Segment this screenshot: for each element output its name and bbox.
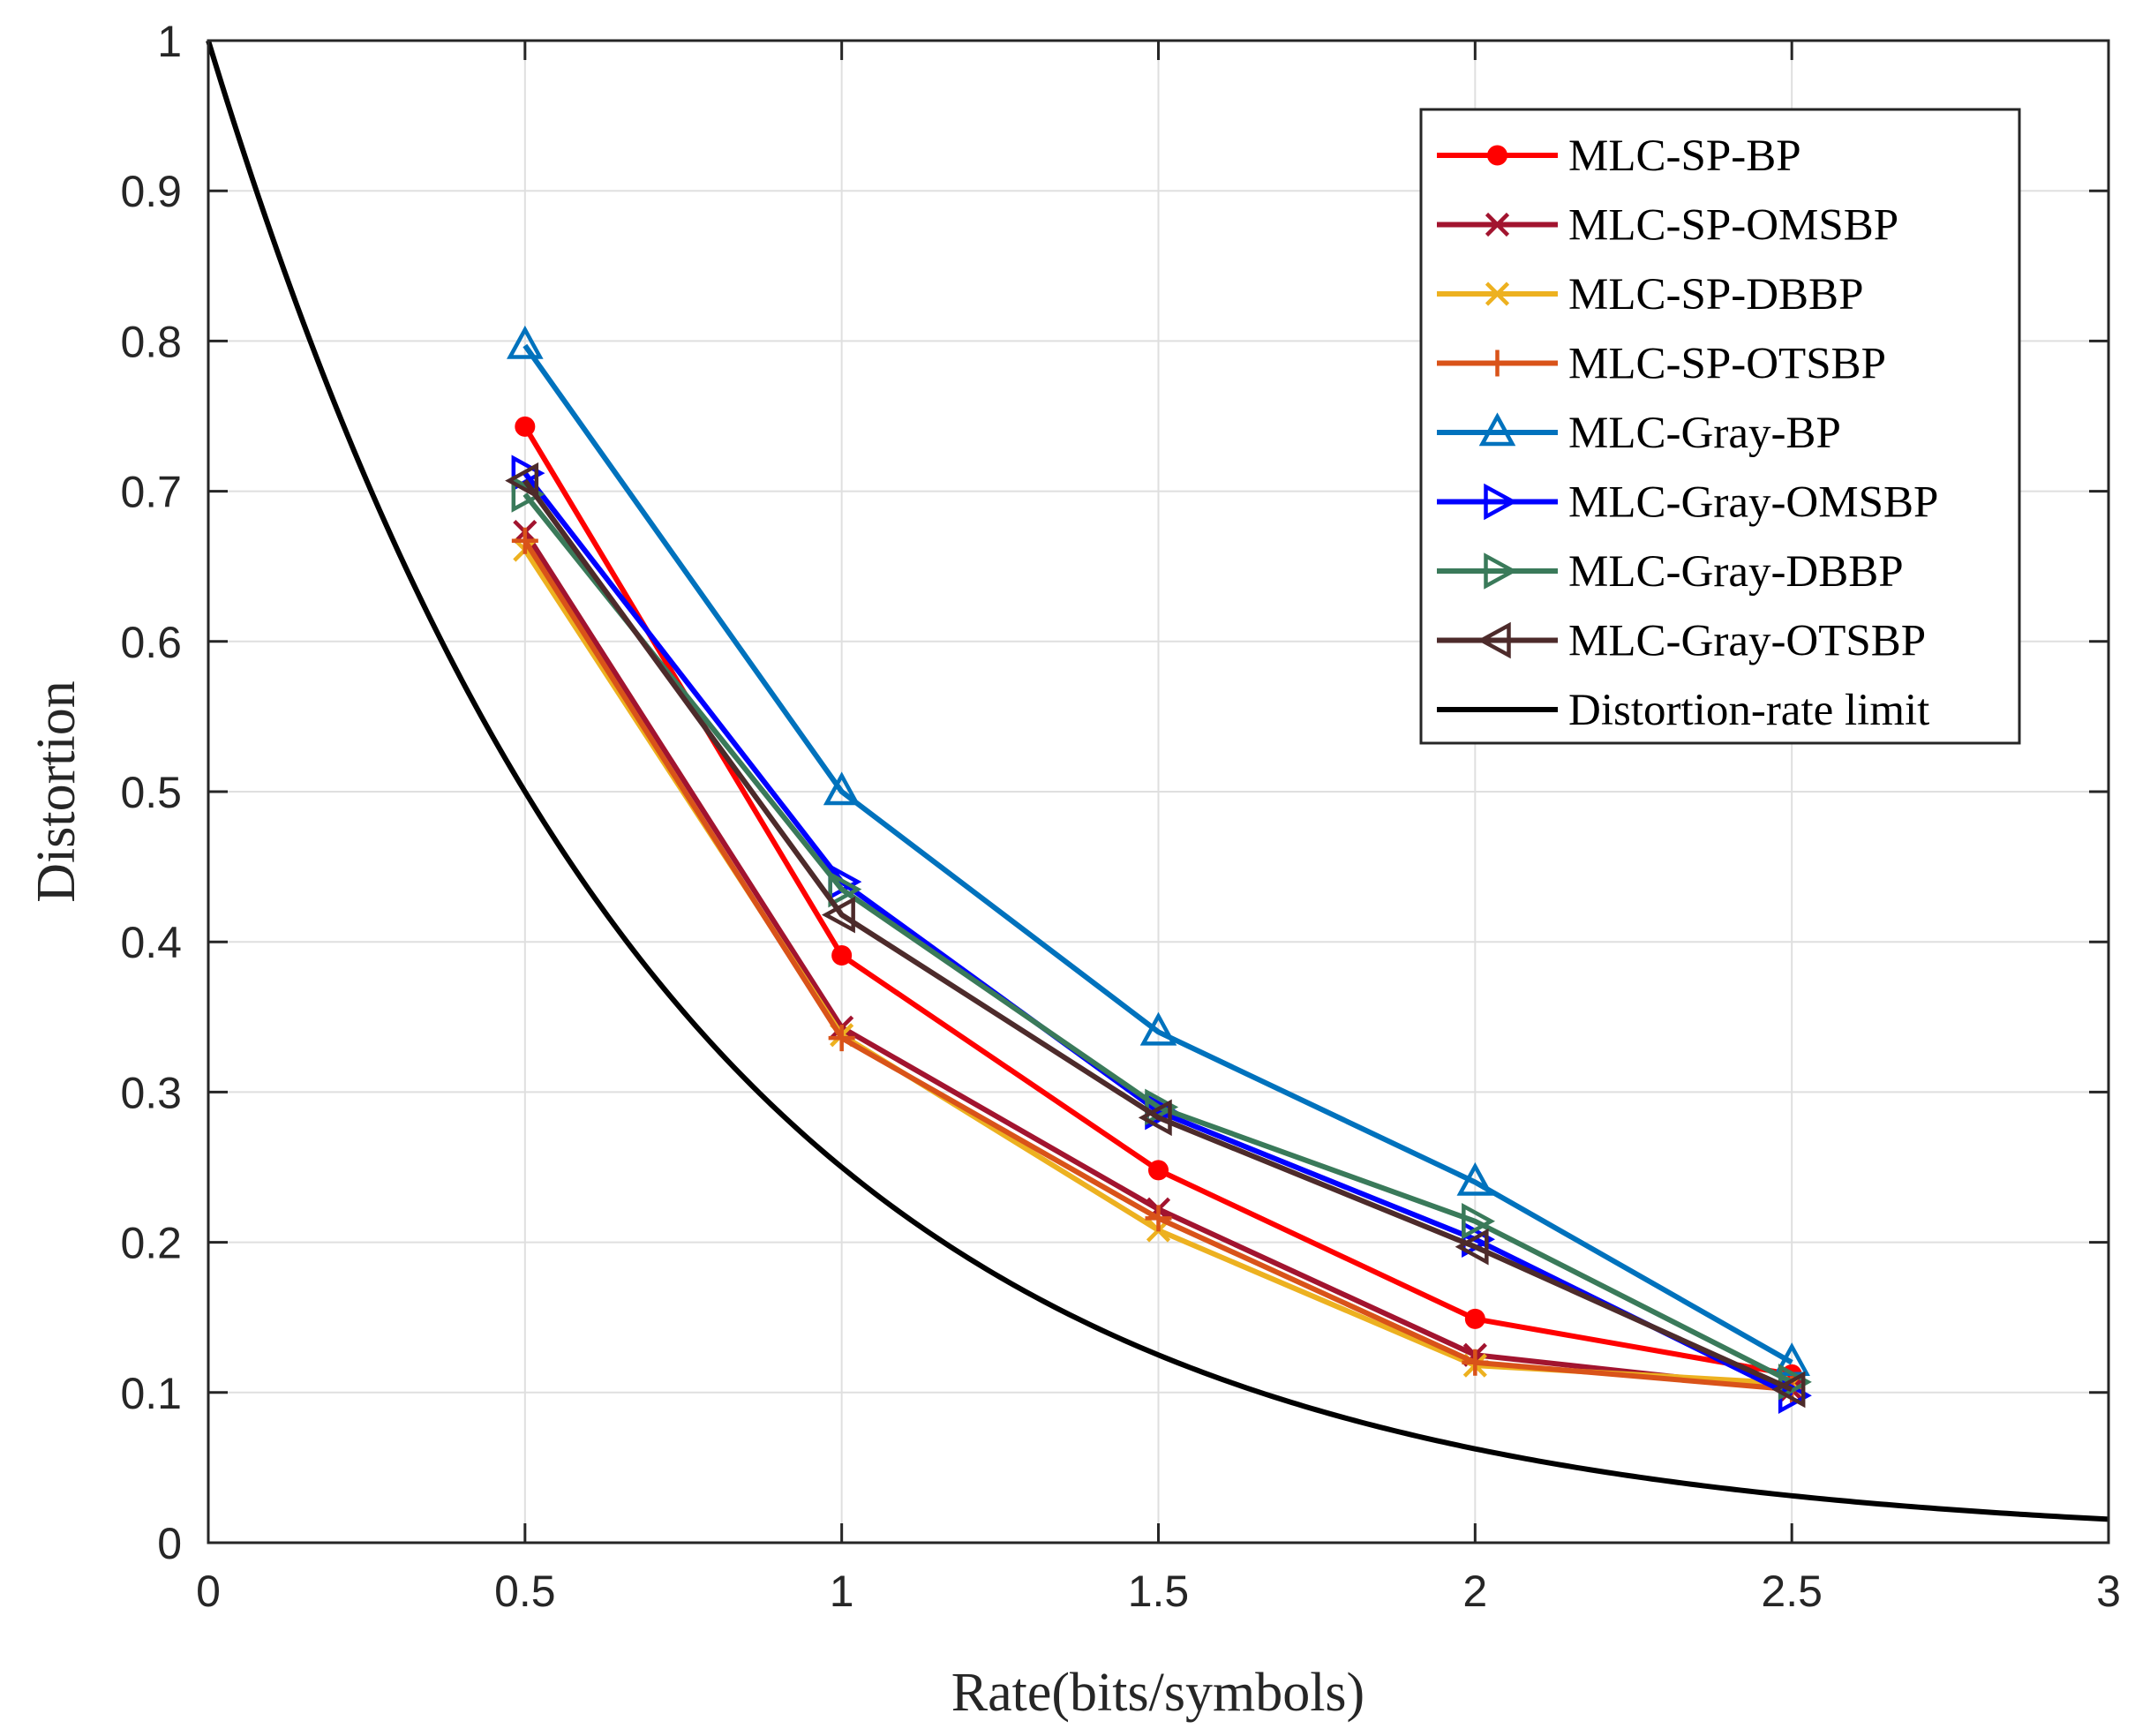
y-tick-label: 0 bbox=[157, 1519, 182, 1568]
legend-label: MLC-Gray-DBBP bbox=[1568, 547, 1904, 597]
series-line bbox=[522, 478, 1793, 1393]
legend-label: Distortion-rate limit bbox=[1568, 686, 1929, 735]
legend-marker bbox=[1487, 145, 1507, 166]
legend-label: MLC-SP-OTSBP bbox=[1568, 340, 1886, 389]
y-tick-label: 0.2 bbox=[120, 1219, 182, 1268]
y-tick-label: 0.6 bbox=[120, 618, 182, 667]
legend-item: MLC-Gray-BP bbox=[1437, 409, 1841, 458]
distortion-rate-limit-curve bbox=[206, 40, 2109, 1522]
y-tick-label: 1 bbox=[157, 17, 182, 66]
data-point bbox=[1771, 1371, 1806, 1409]
x-tick-label: 0 bbox=[196, 1567, 221, 1616]
data-point bbox=[515, 416, 536, 437]
y-tick-label: 0.4 bbox=[120, 918, 182, 967]
legend-item: MLC-SP-OTSBP bbox=[1437, 340, 1886, 389]
data-point bbox=[823, 771, 861, 806]
y-tick-label: 0.9 bbox=[120, 167, 182, 216]
data-point bbox=[1139, 1011, 1177, 1046]
legend-marker bbox=[1478, 412, 1516, 447]
series-line bbox=[522, 471, 1793, 1398]
legend-marker bbox=[1477, 621, 1511, 659]
legend-item: MLC-SP-DBBP bbox=[1437, 270, 1863, 319]
data-point bbox=[821, 896, 855, 934]
data-point bbox=[828, 870, 862, 908]
legend-item: Distortion-rate limit bbox=[1437, 686, 1929, 735]
x-tick-label: 0.5 bbox=[494, 1567, 556, 1616]
y-tick-label: 0.3 bbox=[120, 1068, 182, 1117]
series-line bbox=[522, 343, 1793, 1365]
data-point bbox=[1145, 1088, 1179, 1126]
x-tick-label: 1 bbox=[830, 1567, 854, 1616]
data-point bbox=[1462, 1202, 1496, 1240]
legend-marker bbox=[1484, 483, 1518, 521]
legend-item: MLC-Gray-DBBP bbox=[1437, 547, 1904, 597]
data-point bbox=[1455, 1228, 1489, 1266]
legend-label: MLC-SP-DBBP bbox=[1568, 270, 1863, 319]
data-point bbox=[831, 945, 853, 966]
data-point bbox=[1464, 1308, 1485, 1329]
x-tick-label: 1.5 bbox=[1128, 1567, 1190, 1616]
y-tick-label: 0.7 bbox=[120, 468, 182, 517]
data-point bbox=[1462, 1349, 1489, 1376]
legend: MLC-SP-BP MLC-SP-OMSBP MLC-SP-DBBP MLC-SP-O… bbox=[1419, 108, 2021, 745]
y-tick-label: 0.5 bbox=[120, 768, 182, 817]
legend-marker bbox=[1484, 349, 1511, 377]
plot-content bbox=[206, 40, 2109, 1522]
legend-marker bbox=[1485, 282, 1510, 306]
legend-item: MLC-Gray-OMSBP bbox=[1437, 478, 1938, 528]
y-axis-title: Distortion bbox=[26, 680, 86, 902]
x-axis-title: Rate(bits/symbols) bbox=[951, 1663, 1364, 1723]
x-tick-label: 3 bbox=[2096, 1567, 2121, 1616]
legend-box bbox=[1419, 108, 2021, 745]
data-point bbox=[1456, 1161, 1494, 1196]
legend-item: MLC-Gray-OTSBP bbox=[1437, 617, 1926, 666]
y-tick-label: 0.8 bbox=[120, 317, 182, 366]
data-point bbox=[1148, 1160, 1169, 1181]
legend-marker bbox=[1485, 212, 1510, 237]
data-point bbox=[828, 1025, 855, 1052]
legend-label: MLC-Gray-BP bbox=[1568, 409, 1841, 458]
legend-marker bbox=[1484, 552, 1518, 590]
tick-labels: 0 0.5 1 1.5 2 2.5 3 0 0.1 0.2 0.3 0.4 0.5 0.6 0.7 0.8 0.… bbox=[120, 17, 2120, 1616]
x-tick-label: 2 bbox=[1462, 1567, 1487, 1616]
legend-item: MLC-SP-OMSBP bbox=[1437, 201, 1898, 251]
data-point bbox=[1145, 1205, 1172, 1232]
y-tick-label: 0.1 bbox=[120, 1369, 182, 1418]
legend-label: MLC-Gray-OTSBP bbox=[1568, 617, 1926, 666]
x-tick-label: 2.5 bbox=[1761, 1567, 1823, 1616]
data-point bbox=[505, 462, 539, 500]
legend-label: MLC-SP-OMSBP bbox=[1568, 201, 1898, 251]
data-point bbox=[511, 527, 538, 554]
legend-item: MLC-SP-BP bbox=[1437, 132, 1801, 181]
legend-label: MLC-Gray-OMSBP bbox=[1568, 478, 1938, 528]
data-point bbox=[507, 325, 544, 359]
ticks bbox=[207, 39, 2110, 1544]
legend-label: MLC-SP-BP bbox=[1568, 132, 1801, 181]
data-point bbox=[1138, 1099, 1172, 1137]
series-mlc-gray-otsbp bbox=[505, 462, 1806, 1409]
